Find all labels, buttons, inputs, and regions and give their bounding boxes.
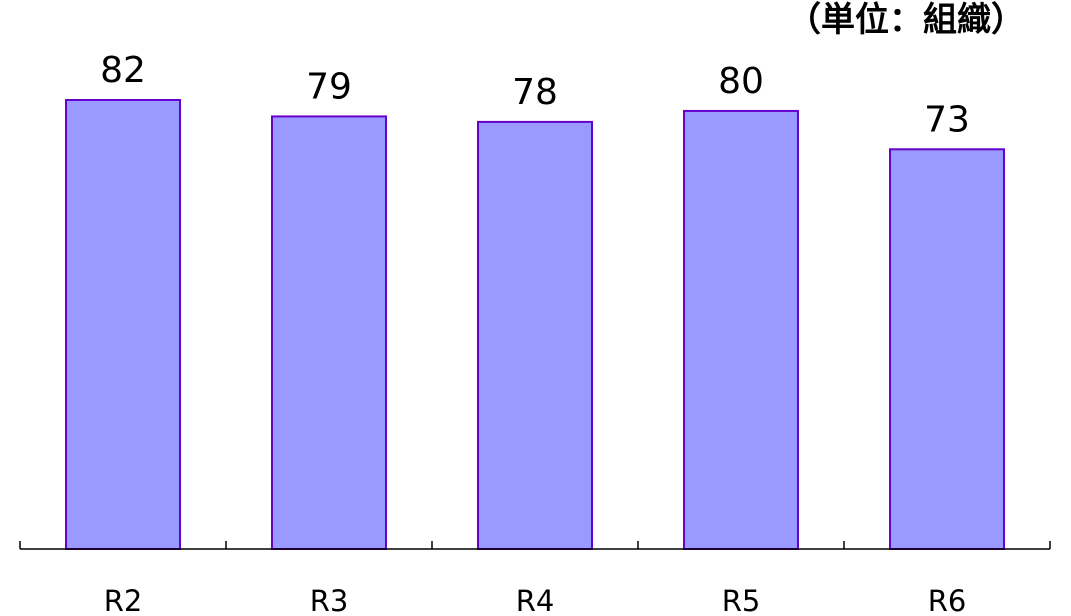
bars-group xyxy=(65,99,1005,551)
x-axis xyxy=(19,541,1051,550)
x-tick-label: R6 xyxy=(928,584,967,616)
value-label: 80 xyxy=(718,61,764,102)
value-label: 78 xyxy=(512,72,558,113)
bar-R3 xyxy=(271,115,387,551)
x-tick-label: R4 xyxy=(516,584,555,616)
bar-R5 xyxy=(683,109,799,550)
value-label: 82 xyxy=(100,50,146,91)
bar-R2 xyxy=(65,99,181,550)
value-label: 79 xyxy=(306,66,352,107)
unit-label: （単位：組織） xyxy=(787,0,1025,40)
bar-R4 xyxy=(477,120,593,550)
x-tick-labels-group: R2 R3 R4 R5 R6 xyxy=(104,584,967,616)
x-tick-label: R3 xyxy=(310,584,349,616)
value-label: 73 xyxy=(924,99,970,140)
value-labels-group: 82 79 78 80 73 xyxy=(100,50,970,140)
x-tick-label: R2 xyxy=(104,584,143,616)
bar-R6 xyxy=(889,148,1005,550)
x-tick-label: R5 xyxy=(722,584,761,616)
